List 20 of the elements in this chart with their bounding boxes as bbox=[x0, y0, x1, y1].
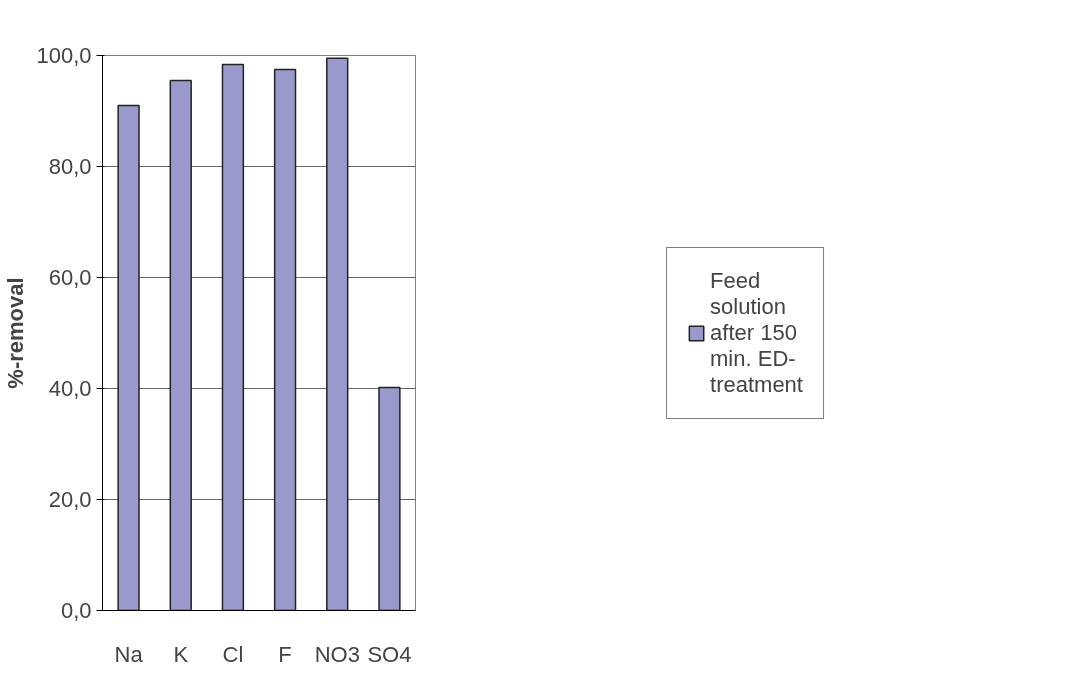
x-tick-label: SO4 bbox=[367, 641, 412, 667]
bar bbox=[326, 57, 349, 611]
bar bbox=[221, 63, 245, 611]
bar bbox=[169, 79, 192, 611]
x-tick-label: K bbox=[173, 641, 189, 667]
bar bbox=[378, 386, 401, 611]
y-tick-label: 60,0 bbox=[48, 265, 92, 290]
x-tick-label: Cl bbox=[222, 641, 244, 667]
y-tick-label: 80,0 bbox=[48, 154, 92, 179]
y-tick-label: 20,0 bbox=[48, 487, 92, 512]
x-tick-label: F bbox=[278, 641, 292, 667]
y-tick-label: 0,0 bbox=[60, 598, 92, 623]
legend-label: Feed solution after 150 min. ED-treatment bbox=[710, 267, 803, 398]
y-axis-title: %-removal bbox=[3, 277, 29, 389]
y-tick-label: 40,0 bbox=[48, 376, 92, 401]
x-tick-label: Na bbox=[114, 641, 144, 667]
x-tick-label: NO3 bbox=[314, 641, 360, 667]
y-tick-label: 100,0 bbox=[36, 43, 92, 68]
bar bbox=[117, 104, 140, 611]
bar bbox=[273, 68, 297, 611]
